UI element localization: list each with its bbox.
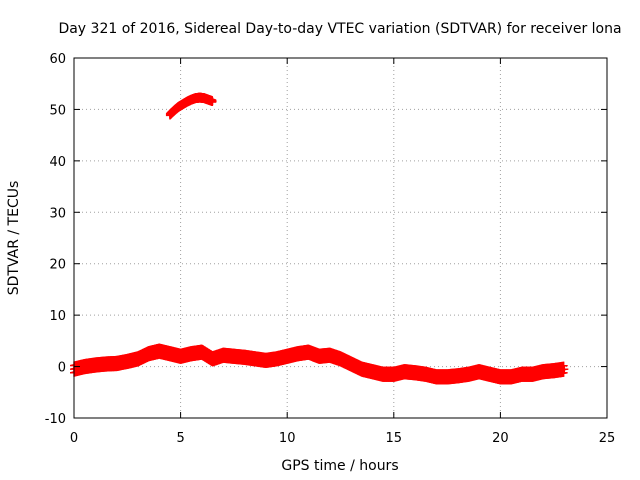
y-tick-label: 10 — [49, 309, 66, 324]
x-tick-label: 25 — [599, 431, 616, 446]
y-tick-label: 20 — [49, 258, 66, 273]
x-tick-label: 15 — [386, 431, 403, 446]
data-point-upper — [208, 97, 217, 106]
x-tick-label: 5 — [176, 431, 184, 446]
y-tick-label: 0 — [58, 361, 66, 376]
y-tick-label: 60 — [49, 52, 66, 67]
y-tick-label: 30 — [49, 206, 66, 221]
y-tick-label: 50 — [49, 103, 66, 118]
grid — [74, 58, 607, 418]
plot-frame — [73, 57, 608, 419]
axes: 0 5 10 15 20 25 60 50 40 30 20 10 0 -10 — [45, 52, 616, 446]
data-point — [560, 365, 569, 374]
x-tick-label: 10 — [279, 431, 296, 446]
y-tick-label: 40 — [49, 155, 66, 170]
x-axis-label: GPS time / hours — [281, 458, 398, 474]
y-axis-label: SDTVAR / TECUs — [6, 181, 22, 296]
y-tick-label: -10 — [45, 412, 66, 427]
chart-title: Day 321 of 2016, Sidereal Day-to-day VTE… — [58, 21, 621, 37]
x-tick-label: 20 — [492, 431, 509, 446]
x-tick-label: 0 — [70, 431, 78, 446]
data-points — [70, 92, 569, 385]
